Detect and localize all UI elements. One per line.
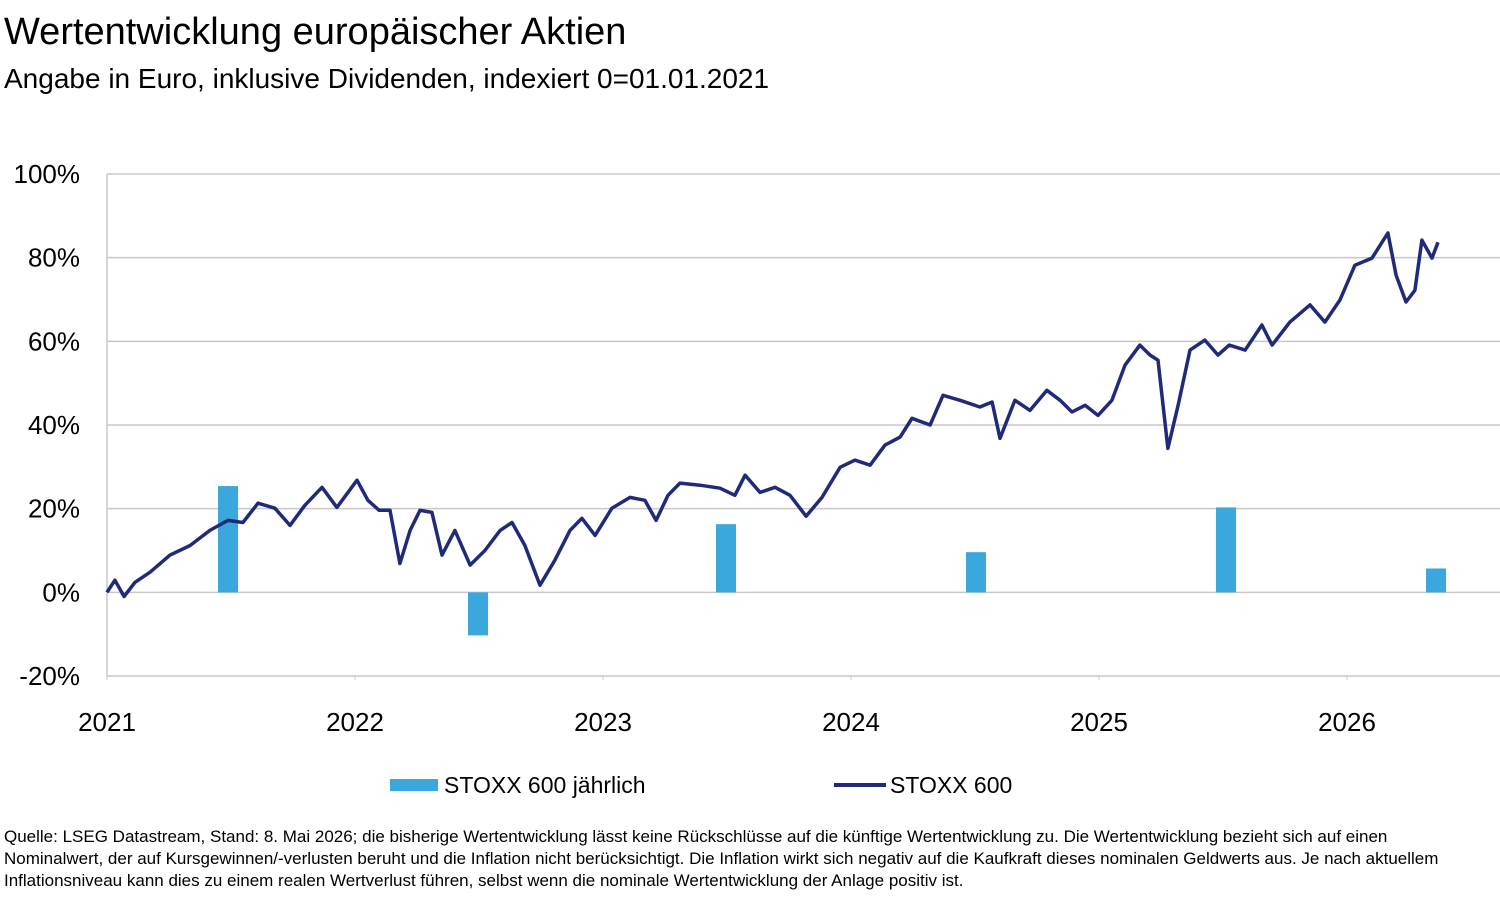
x-tick-label: 2021: [78, 707, 136, 737]
bar: [716, 524, 737, 593]
legend-label: STOXX 600 jährlich: [444, 772, 646, 798]
y-tick-label: 100%: [14, 159, 81, 189]
bar: [468, 592, 489, 636]
chart-title: Wertentwicklung europäischer Aktien: [4, 11, 626, 53]
y-tick-label: 60%: [28, 326, 80, 356]
x-tick-label: 2025: [1070, 707, 1128, 737]
y-tick-label: 20%: [28, 494, 80, 524]
x-tick-label: 2023: [574, 707, 632, 737]
legend-label: STOXX 600: [890, 772, 1012, 798]
bar: [965, 552, 986, 593]
y-tick-label: 0%: [42, 577, 80, 607]
chart-subtitle: Angabe in Euro, inklusive Dividenden, in…: [4, 63, 769, 94]
bar: [218, 486, 239, 593]
legend-swatch: [390, 779, 438, 791]
bar: [1215, 507, 1236, 593]
bar: [1426, 568, 1447, 593]
y-tick-label: -20%: [19, 661, 80, 691]
line: [105, 231, 1440, 599]
y-tick-label: 80%: [28, 243, 80, 273]
x-tick-label: 2022: [326, 707, 384, 737]
chart: Wertentwicklung europäischer Aktien Anga…: [4, 11, 1500, 798]
y-tick-label: 40%: [28, 410, 80, 440]
x-tick-label: 2024: [822, 707, 880, 737]
source-note: Quelle: LSEG Datastream, Stand: 8. Mai 2…: [4, 827, 1439, 890]
x-tick-label: 2026: [1318, 707, 1376, 737]
